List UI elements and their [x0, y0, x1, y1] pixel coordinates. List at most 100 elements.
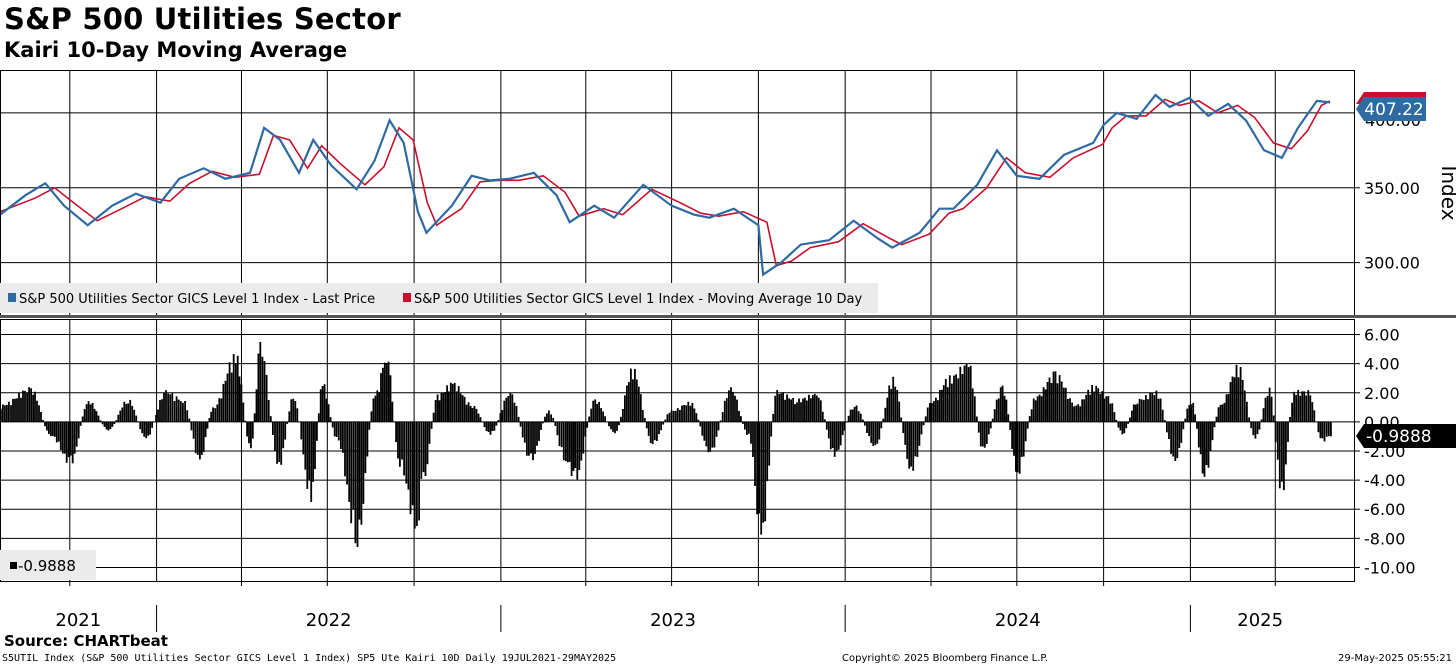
kairi-bar — [403, 421, 405, 476]
kairi-bar — [1034, 400, 1037, 422]
kairi-bar — [290, 399, 293, 422]
kairi-bar — [552, 417, 555, 422]
kairi-bar — [267, 400, 270, 422]
kairi-bar — [1233, 377, 1236, 422]
kairi-bar — [933, 401, 935, 422]
kairi-bar — [8, 401, 10, 422]
kairi-bar — [50, 421, 52, 437]
kairi-bar — [766, 421, 769, 482]
kairi-bar — [634, 368, 636, 422]
kairi-bar — [1003, 395, 1006, 422]
kairi-bar — [1151, 392, 1154, 422]
kairi-bar — [135, 415, 138, 422]
kairi-bar — [409, 421, 412, 515]
kairi-bar — [1231, 376, 1234, 422]
kairi-bar — [1201, 421, 1204, 474]
kairi-bar — [161, 399, 163, 422]
kairi-bar — [723, 400, 726, 422]
kairi-bar — [817, 397, 820, 422]
kairi-bar — [1192, 402, 1195, 422]
kairi-bar — [829, 421, 832, 450]
kairi-bar — [143, 421, 146, 437]
kairi-bar — [1024, 421, 1027, 442]
kairi-bar — [1127, 421, 1129, 424]
kairi-bar — [42, 419, 44, 422]
kairi-bar — [1264, 397, 1267, 422]
kairi-bar — [329, 417, 332, 422]
footer-timestamp: 29-May-2025 05:55:21 — [1338, 653, 1452, 664]
kairi-bar — [2, 404, 4, 422]
kairi-bar — [558, 421, 561, 447]
kairi-bar — [1170, 421, 1172, 454]
kairi-bar — [768, 421, 771, 466]
kairi-bar — [1211, 421, 1214, 441]
kairi-bar — [14, 398, 16, 422]
kairi-bar — [977, 421, 980, 433]
kairi-bar — [602, 411, 604, 422]
kairi-bar — [572, 421, 575, 471]
kairi-bar — [288, 411, 291, 422]
kairi-bar — [1239, 367, 1242, 422]
kairi-bar — [806, 400, 808, 422]
kairi-bar — [1107, 396, 1110, 422]
legend-swatch-ma — [403, 293, 411, 302]
kairi-bar — [1307, 390, 1310, 422]
kairi-bar — [372, 398, 375, 422]
kairi-bar — [422, 421, 425, 473]
kairi-bar — [592, 400, 595, 422]
kairi-bar — [519, 421, 522, 427]
kairi-bar — [639, 394, 642, 422]
kairi-bar — [1272, 415, 1275, 422]
kairi-bar — [407, 421, 410, 490]
kairi-bar — [928, 403, 931, 422]
kairi-bar — [833, 421, 836, 457]
kairi-bar — [550, 414, 552, 422]
kairi-bar — [590, 408, 593, 422]
kairi-bar — [38, 405, 40, 422]
kairi-bar — [1132, 404, 1135, 422]
kairi-bar — [1227, 394, 1230, 422]
kairi-bar — [1213, 421, 1216, 428]
kairi-bar — [1103, 398, 1106, 422]
kairi-bar — [1011, 421, 1013, 449]
kairi-bar — [736, 399, 738, 422]
kairi-bar — [1079, 406, 1082, 422]
kairi-bar — [1121, 421, 1124, 435]
kairi-bar — [1268, 387, 1271, 422]
kairi-bar — [967, 367, 970, 422]
kairi-bar — [857, 411, 860, 422]
kairi-bar — [319, 389, 322, 422]
kairi-bar — [1115, 419, 1118, 422]
kairi-bar — [1311, 402, 1314, 422]
x-year-label: 2023 — [650, 610, 696, 631]
kairi-bar — [1052, 371, 1055, 422]
kairi-bar — [941, 389, 943, 422]
kairi-bar — [234, 363, 237, 422]
kairi-bar — [1217, 407, 1220, 422]
kairi-bar — [1197, 421, 1200, 448]
kairi-bar — [1317, 421, 1320, 433]
kairi-bar — [81, 416, 84, 422]
kairi-bar — [416, 421, 418, 526]
kairi-bar — [849, 409, 852, 422]
kairi-bar — [672, 411, 675, 422]
kairi-bar — [1056, 383, 1059, 422]
kairi-bar — [1299, 395, 1302, 422]
kairi-bar — [475, 408, 478, 422]
kairi-bar — [61, 421, 64, 454]
kairi-bar — [157, 409, 159, 422]
kairi-bar — [1291, 402, 1293, 422]
kairi-bar — [202, 421, 205, 453]
kairi-bar — [253, 413, 256, 422]
kairi-bar — [228, 362, 231, 422]
kairi-bar — [616, 421, 618, 431]
kairi-bar — [750, 421, 752, 444]
kairi-bar — [912, 421, 915, 471]
kairi-bar — [36, 400, 38, 422]
kairi-bar — [1060, 381, 1063, 422]
kairi-bar — [179, 401, 182, 422]
kairi-bar — [1091, 385, 1093, 422]
kairi-bar — [317, 413, 320, 422]
kairi-bar — [314, 421, 316, 470]
kairi-bar — [4, 405, 6, 422]
